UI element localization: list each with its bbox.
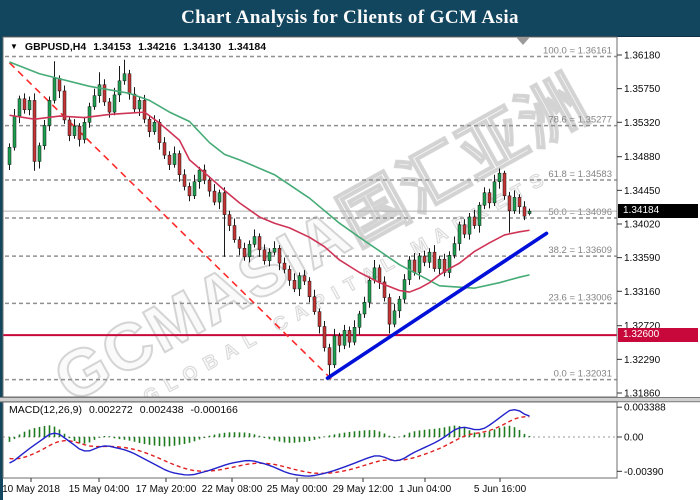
fib-level-label: 23.6 = 1.33006: [548, 292, 612, 303]
ohlc-close: 1.34184: [228, 41, 267, 53]
candlestick-series: [7, 59, 532, 379]
price-axis[interactable]: 1.36180 1.35750 1.35320 1.34880 1.34450 1.340…: [617, 51, 661, 400]
window-frame-left: [0, 36, 3, 500]
macd-signal-value: 0.002438: [139, 404, 184, 416]
ma-slow-green-line: [9, 61, 530, 289]
time-axis[interactable]: 10 May 2018 15 May 04:00 17 May 20:00 22 Ma…: [2, 478, 527, 495]
macd-signal-line: [9, 415, 530, 475]
ohlc-high: 1.34216: [138, 41, 177, 53]
ohlc-open: 1.34153: [93, 41, 132, 53]
macd-main-line: [9, 409, 530, 477]
time-axis-label: 5 Jun 16:00: [474, 484, 527, 495]
price-axis-tick: 1.35320: [624, 118, 661, 129]
macd-signal-line: [9, 415, 530, 475]
macd-axis-tick: 0.00: [624, 433, 644, 444]
macd-value: 0.002272: [88, 404, 133, 416]
price-axis-tick: 1.34020: [624, 219, 661, 230]
fib-level-label: 38.2 = 1.33609: [548, 245, 612, 256]
macd-indicator-header: MACD(12,26,9) 0.002272 0.002438 -0.00016…: [9, 404, 238, 416]
macd-axis-tick: 0.003388: [624, 403, 666, 414]
price-axis-tick: 1.32720: [624, 321, 661, 332]
price-axis-tick: 1.33590: [624, 253, 661, 264]
ma-fast-red-line: [9, 111, 530, 293]
price-axis-tick: 1.36180: [624, 51, 661, 62]
title-bar: Chart Analysis for Clients of GCM Asia: [0, 0, 700, 37]
price-axis-tick: 1.34450: [624, 186, 661, 197]
fib-level-label: 0.0 = 1.32031: [554, 369, 612, 380]
price-axis-tick: 1.33160: [624, 287, 661, 298]
symbol-header[interactable]: ▼ GBPUSD,H4 1.34153 1.34216 1.34130 1.34…: [10, 41, 266, 53]
symbol-dropdown-icon[interactable]: ▼: [10, 42, 18, 51]
time-axis-label: 25 May 00:00: [267, 484, 328, 495]
fib-level-label: 78.6 = 1.35277: [548, 115, 612, 126]
time-axis-label: 17 May 20:00: [136, 484, 197, 495]
hline-price-tag: 1.32600: [618, 328, 698, 342]
fib-level-label: 61.8 = 1.34583: [548, 169, 612, 180]
symbol-timeframe-label: GBPUSD,H4: [24, 41, 87, 53]
macd-main-line: [9, 409, 530, 477]
ohlc-low: 1.34130: [183, 41, 222, 53]
macd-hist-value: -0.000166: [190, 404, 238, 416]
current-price-tag: 1.34184: [618, 204, 698, 218]
fib-level-label: 100.0 = 1.36161: [543, 45, 612, 56]
macd-axis-tick: -0.00390: [624, 467, 664, 478]
chart-shift-marker-icon[interactable]: [516, 37, 530, 45]
price-axis-tick: 1.32290: [624, 355, 661, 366]
fib-level-label: 50.0 = 1.34096: [548, 207, 612, 218]
ma-slow-green-line: [9, 61, 530, 289]
macd-label: MACD(12,26,9): [9, 404, 82, 416]
price-axis-tick: 1.34880: [624, 152, 661, 163]
pane-frames: [0, 36, 700, 479]
price-axis-tick: 1.35750: [624, 84, 661, 95]
macd-axis[interactable]: 0.003388 0.00 -0.00390: [617, 403, 666, 478]
time-axis-label: 22 May 08:00: [202, 484, 263, 495]
ma-fast-red-line: [9, 111, 530, 293]
fibonacci-levels: 100.0 = 1.36161 78.6 = 1.35277 61.8 = 1.34…: [5, 45, 617, 381]
time-axis-label: 15 May 04:00: [69, 484, 130, 495]
page-title: Chart Analysis for Clients of GCM Asia: [181, 7, 519, 28]
price-axis-tick: 1.31860: [624, 388, 661, 399]
time-axis-label: 1 Jun 04:00: [399, 484, 452, 495]
time-axis-label: 10 May 2018: [2, 484, 60, 495]
ascending-support-trendline[interactable]: [325, 231, 549, 380]
blue-trendline[interactable]: [325, 231, 549, 380]
time-axis-label: 29 May 12:00: [333, 484, 394, 495]
